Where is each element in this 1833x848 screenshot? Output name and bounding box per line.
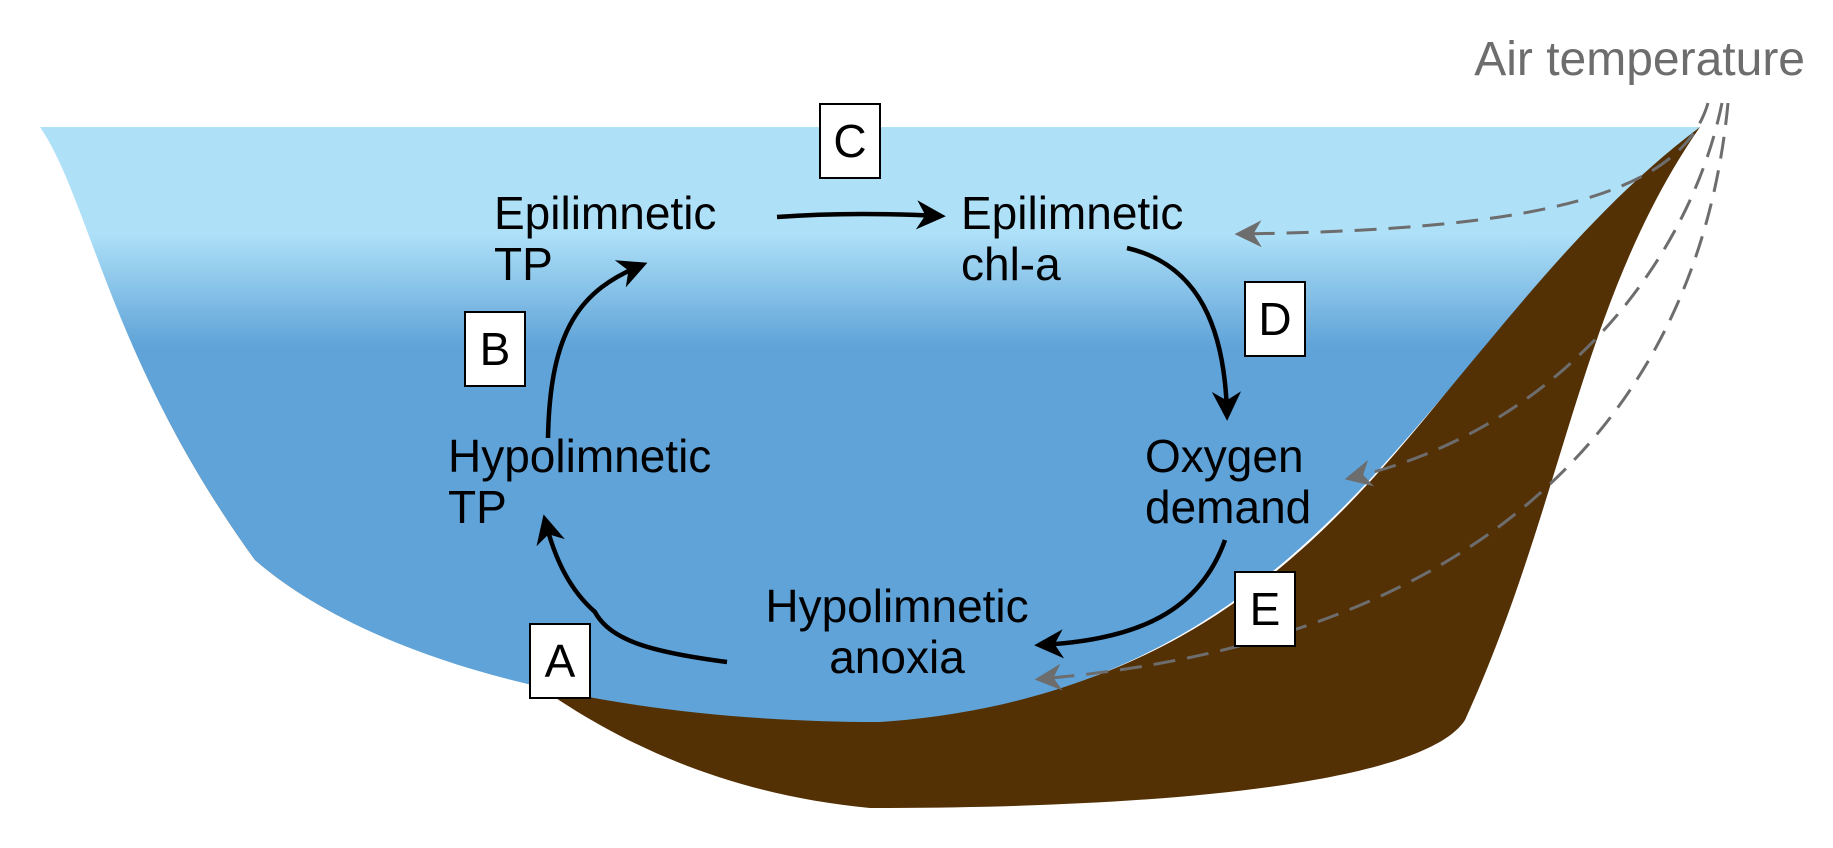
box-b-label: B bbox=[480, 323, 511, 375]
box-a: A bbox=[529, 623, 591, 699]
lake-water bbox=[40, 127, 1700, 722]
epilimnetic-chla-label-line1: Epilimnetic bbox=[961, 187, 1183, 239]
arrow-oxygen-demand-to-anoxia bbox=[1034, 539, 1228, 659]
box-e-label: E bbox=[1250, 583, 1281, 635]
arrow-hypolimnetic-tp-to-epilimnetic-tp bbox=[545, 260, 648, 439]
epilimnetic-chla-label-line2: chl-a bbox=[961, 238, 1061, 290]
box-e: E bbox=[1234, 571, 1296, 647]
arrow-chla-to-oxygen-demand bbox=[1126, 245, 1242, 421]
arrow-epilimnetic-tp-to-chla bbox=[776, 200, 946, 230]
hypolimnetic-anoxia-label-line2: anoxia bbox=[829, 631, 965, 683]
air-temp-to-oxygen-arrow bbox=[1344, 102, 1724, 487]
arrow-anoxia-to-hypolimnetic-tp bbox=[536, 514, 728, 665]
oxygen-demand-label-line2: demand bbox=[1145, 481, 1311, 533]
hypolimnetic-tp-label-line1: Hypolimnetic bbox=[448, 430, 711, 482]
box-d: D bbox=[1244, 281, 1306, 357]
air-temperature-label: Air temperature bbox=[1474, 33, 1805, 86]
box-c: C bbox=[819, 103, 881, 179]
epilimnetic-tp-label-line1: Epilimnetic bbox=[494, 187, 716, 239]
epilimnetic-tp-label-line2: TP bbox=[494, 238, 553, 290]
box-b: B bbox=[464, 311, 526, 387]
oxygen-demand-label-line1: Oxygen bbox=[1145, 430, 1304, 482]
box-d-label: D bbox=[1258, 293, 1291, 345]
hypolimnetic-anoxia-label-line1: Hypolimnetic bbox=[765, 580, 1028, 632]
box-c-label: C bbox=[833, 115, 866, 167]
air-temp-to-anoxia-arrow bbox=[1034, 102, 1730, 691]
air-temp-to-chla-arrow bbox=[1234, 102, 1710, 248]
hypolimnetic-tp-label-line2: TP bbox=[448, 481, 507, 533]
box-a-label: A bbox=[545, 635, 576, 687]
